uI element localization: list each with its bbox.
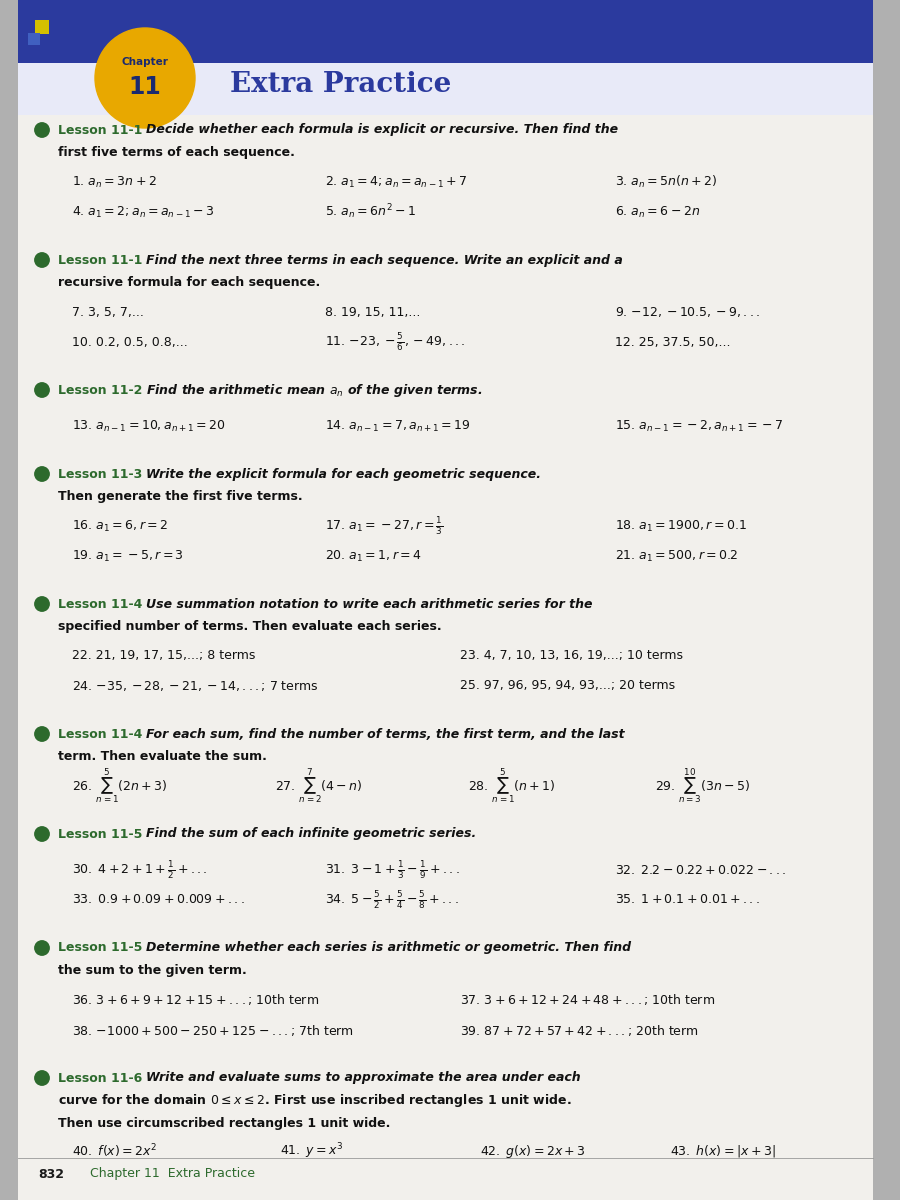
Text: Lesson 11-1: Lesson 11-1 — [58, 124, 147, 137]
Text: 11: 11 — [129, 74, 161, 98]
Text: Lesson 11-6: Lesson 11-6 — [58, 1072, 147, 1085]
Text: 24. $-35, -28, -21, -14,...$; 7 terms: 24. $-35, -28, -21, -14,...$; 7 terms — [72, 679, 319, 692]
Text: 37. $3 + 6 + 12 + 24 + 48 + ...$; 10th term: 37. $3 + 6 + 12 + 24 + 48 + ...$; 10th t… — [460, 992, 716, 1008]
Text: Find the sum of each infinite geometric series.: Find the sum of each infinite geometric … — [147, 828, 477, 840]
FancyBboxPatch shape — [35, 20, 49, 34]
Text: 12. 25, 37.5, 50,...: 12. 25, 37.5, 50,... — [615, 336, 731, 348]
Text: 15. $a_{n-1} = -2, a_{n+1} = -7$: 15. $a_{n-1} = -2, a_{n+1} = -7$ — [615, 419, 783, 433]
Text: Write and evaluate sums to approximate the area under each: Write and evaluate sums to approximate t… — [147, 1072, 580, 1085]
Text: specified number of terms. Then evaluate each series.: specified number of terms. Then evaluate… — [58, 620, 442, 634]
Text: 2. $a_1 = 4; a_n = a_{n-1} + 7$: 2. $a_1 = 4; a_n = a_{n-1} + 7$ — [325, 174, 467, 190]
Text: Chapter: Chapter — [122, 56, 168, 67]
FancyBboxPatch shape — [18, 0, 873, 1200]
Text: $32.\; 2.2 - 0.22 + 0.022 - ...$: $32.\; 2.2 - 0.22 + 0.022 - ...$ — [615, 864, 787, 876]
Text: For each sum, find the number of terms, the first term, and the last: For each sum, find the number of terms, … — [147, 727, 625, 740]
Text: the sum to the given term.: the sum to the given term. — [58, 964, 247, 977]
Text: Lesson 11-3: Lesson 11-3 — [58, 468, 147, 480]
Text: 10. 0.2, 0.5, 0.8,...: 10. 0.2, 0.5, 0.8,... — [72, 336, 188, 348]
Text: Lesson 11-2: Lesson 11-2 — [58, 384, 147, 396]
Text: 39. $87 + 72 + 57 + 42 + ...$; 20th term: 39. $87 + 72 + 57 + 42 + ...$; 20th term — [460, 1022, 699, 1038]
Text: Lesson 11-5: Lesson 11-5 — [58, 828, 147, 840]
Text: $40.\; f(x) = 2x^2$: $40.\; f(x) = 2x^2$ — [72, 1142, 158, 1159]
Text: 3. $a_n = 5n(n + 2)$: 3. $a_n = 5n(n + 2)$ — [615, 174, 717, 190]
Circle shape — [35, 941, 50, 955]
Text: 13. $a_{n-1} = 10, a_{n+1} = 20$: 13. $a_{n-1} = 10, a_{n+1} = 20$ — [72, 419, 226, 433]
Text: 16. $a_1 = 6, r = 2$: 16. $a_1 = 6, r = 2$ — [72, 518, 168, 534]
Text: $34.\; 5 - \frac{5}{2} + \frac{5}{4} - \frac{5}{8} + ...$: $34.\; 5 - \frac{5}{2} + \frac{5}{4} - \… — [325, 889, 459, 911]
Text: 6. $a_n = 6 - 2n$: 6. $a_n = 6 - 2n$ — [615, 204, 700, 220]
Text: 38. $-1000 + 500 - 250 + 125 - ...$; 7th term: 38. $-1000 + 500 - 250 + 125 - ...$; 7th… — [72, 1022, 354, 1038]
Text: Find the next three terms in each sequence. Write an explicit and a: Find the next three terms in each sequen… — [147, 253, 623, 266]
Text: 5. $a_n = 6n^2 - 1$: 5. $a_n = 6n^2 - 1$ — [325, 203, 417, 221]
Circle shape — [35, 467, 50, 481]
Circle shape — [35, 727, 50, 742]
Text: 23. 4, 7, 10, 13, 16, 19,...; 10 terms: 23. 4, 7, 10, 13, 16, 19,...; 10 terms — [460, 649, 683, 662]
FancyBboxPatch shape — [18, 0, 873, 65]
Text: $43.\; h(x) = |x + 3|$: $43.\; h(x) = |x + 3|$ — [670, 1142, 776, 1159]
Circle shape — [35, 122, 50, 137]
Circle shape — [35, 827, 50, 841]
Circle shape — [35, 1070, 50, 1085]
Circle shape — [95, 28, 195, 128]
Text: 26. $\sum_{n=1}^{5}(2n + 3)$: 26. $\sum_{n=1}^{5}(2n + 3)$ — [72, 766, 167, 806]
Text: 14. $a_{n-1} = 7, a_{n+1} = 19$: 14. $a_{n-1} = 7, a_{n+1} = 19$ — [325, 419, 471, 433]
Text: $30.\; 4 + 2 + 1 + \frac{1}{2} + ...$: $30.\; 4 + 2 + 1 + \frac{1}{2} + ...$ — [72, 859, 208, 881]
Text: Chapter 11  Extra Practice: Chapter 11 Extra Practice — [90, 1168, 255, 1181]
Text: 29. $\sum_{n=3}^{10}(3n - 5)$: 29. $\sum_{n=3}^{10}(3n - 5)$ — [655, 766, 751, 806]
Text: 18. $a_1 = 1900, r = 0.1$: 18. $a_1 = 1900, r = 0.1$ — [615, 518, 747, 534]
Text: 20. $a_1 = 1, r = 4$: 20. $a_1 = 1, r = 4$ — [325, 548, 422, 564]
Text: Decide whether each formula is explicit or recursive. Then find the: Decide whether each formula is explicit … — [147, 124, 618, 137]
Text: 27. $\sum_{n=2}^{7}(4 - n)$: 27. $\sum_{n=2}^{7}(4 - n)$ — [275, 766, 363, 806]
Text: $33.\; 0.9 + 0.09 + 0.009 + ...$: $33.\; 0.9 + 0.09 + 0.009 + ...$ — [72, 894, 245, 906]
Text: $41.\; y = x^3$: $41.\; y = x^3$ — [280, 1141, 343, 1160]
Text: 1. $a_n = 3n + 2$: 1. $a_n = 3n + 2$ — [72, 174, 157, 190]
Text: Extra Practice: Extra Practice — [230, 72, 452, 98]
Text: Write the explicit formula for each geometric sequence.: Write the explicit formula for each geom… — [147, 468, 541, 480]
Text: Use summation notation to write each arithmetic series for the: Use summation notation to write each ari… — [147, 598, 593, 611]
Text: Lesson 11-4: Lesson 11-4 — [58, 598, 147, 611]
Text: 21. $a_1 = 500, r = 0.2$: 21. $a_1 = 500, r = 0.2$ — [615, 548, 739, 564]
Text: recursive formula for each sequence.: recursive formula for each sequence. — [58, 276, 320, 289]
Text: Then generate the first five terms.: Then generate the first five terms. — [58, 490, 302, 503]
Text: 36. $3 + 6 + 9 + 12 + 15 + ...$; 10th term: 36. $3 + 6 + 9 + 12 + 15 + ...$; 10th te… — [72, 992, 320, 1008]
FancyBboxPatch shape — [28, 32, 40, 44]
Text: Lesson 11-1: Lesson 11-1 — [58, 253, 147, 266]
FancyBboxPatch shape — [18, 62, 873, 115]
Text: 4. $a_1 = 2; a_n = a_{n-1} - 3$: 4. $a_1 = 2; a_n = a_{n-1} - 3$ — [72, 204, 214, 220]
Text: $31.\; 3 - 1 + \frac{1}{3} - \frac{1}{9} + ...$: $31.\; 3 - 1 + \frac{1}{3} - \frac{1}{9}… — [325, 859, 460, 881]
Text: 9. $-12, -10.5, -9,...$: 9. $-12, -10.5, -9,...$ — [615, 305, 760, 319]
Text: Then use circumscribed rectangles 1 unit wide.: Then use circumscribed rectangles 1 unit… — [58, 1116, 391, 1129]
Text: 28. $\sum_{n=1}^{5}(n + 1)$: 28. $\sum_{n=1}^{5}(n + 1)$ — [468, 766, 555, 806]
Text: $42.\; g(x) = 2x + 3$: $42.\; g(x) = 2x + 3$ — [480, 1142, 586, 1159]
Text: 22. 21, 19, 17, 15,...; 8 terms: 22. 21, 19, 17, 15,...; 8 terms — [72, 649, 256, 662]
Circle shape — [35, 253, 50, 268]
Text: $35.\; 1 + 0.1 + 0.01 + ...$: $35.\; 1 + 0.1 + 0.01 + ...$ — [615, 894, 760, 906]
Text: 19. $a_1 = -5, r = 3$: 19. $a_1 = -5, r = 3$ — [72, 548, 184, 564]
Text: 8. 19, 15, 11,...: 8. 19, 15, 11,... — [325, 306, 420, 318]
Text: term. Then evaluate the sum.: term. Then evaluate the sum. — [58, 750, 267, 763]
Text: Determine whether each series is arithmetic or geometric. Then find: Determine whether each series is arithme… — [147, 942, 632, 954]
Text: curve for the domain $0 \leq x \leq 2$. First use inscribed rectangles 1 unit wi: curve for the domain $0 \leq x \leq 2$. … — [58, 1092, 572, 1109]
Circle shape — [35, 383, 50, 397]
Text: 11. $-23, -\frac{5}{6}, -49,...$: 11. $-23, -\frac{5}{6}, -49,...$ — [325, 331, 465, 353]
Text: 17. $a_1 = -27, r = \frac{1}{3}$: 17. $a_1 = -27, r = \frac{1}{3}$ — [325, 515, 444, 536]
Text: Find the arithmetic mean $a_n$ of the given terms.: Find the arithmetic mean $a_n$ of the gi… — [147, 382, 483, 398]
Text: 832: 832 — [38, 1168, 64, 1181]
Circle shape — [35, 596, 50, 611]
Text: Lesson 11-5: Lesson 11-5 — [58, 942, 147, 954]
Text: first five terms of each sequence.: first five terms of each sequence. — [58, 146, 295, 158]
Text: 25. 97, 96, 95, 94, 93,...; 20 terms: 25. 97, 96, 95, 94, 93,...; 20 terms — [460, 679, 675, 692]
Text: Lesson 11-4: Lesson 11-4 — [58, 727, 147, 740]
Text: 7. 3, 5, 7,...: 7. 3, 5, 7,... — [72, 306, 144, 318]
